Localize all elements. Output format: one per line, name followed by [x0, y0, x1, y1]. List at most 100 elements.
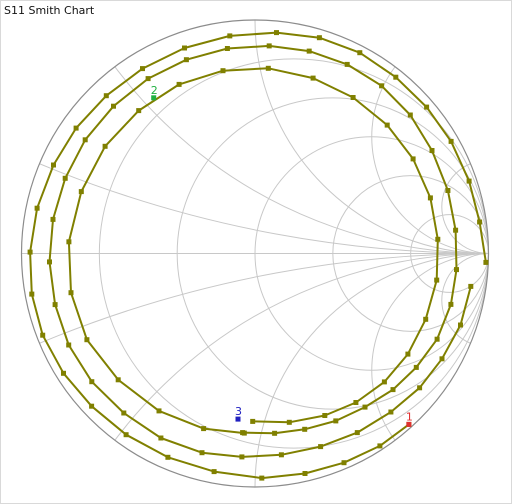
trace-point	[272, 430, 278, 436]
trace-point	[199, 450, 205, 456]
trace-point	[362, 404, 368, 410]
marker-2-point	[151, 95, 157, 101]
trace-point	[61, 370, 66, 376]
trace-point	[145, 76, 151, 82]
trace-point	[227, 33, 233, 39]
marker-3-point	[235, 416, 241, 422]
trace-point	[454, 267, 459, 273]
trace-point	[140, 66, 145, 72]
trace-point	[306, 48, 312, 54]
trace-point	[66, 239, 72, 245]
trace-point	[89, 403, 95, 409]
trace-point	[316, 35, 322, 41]
trace-point	[250, 418, 256, 424]
trace-point	[427, 195, 433, 201]
marker-2-label: 2	[151, 84, 158, 97]
marker-3-label: 3	[235, 405, 242, 418]
unit-circle	[20, 19, 490, 488]
trace-point	[176, 81, 182, 87]
trace-point	[265, 65, 271, 71]
trace-point	[82, 137, 88, 143]
trace-point	[318, 444, 324, 450]
trace-point	[274, 30, 279, 36]
trace-point	[51, 162, 56, 168]
reactance-arc	[254, 253, 489, 487]
trace-point	[423, 316, 429, 322]
trace-point	[354, 430, 360, 436]
resistance-circle	[176, 97, 489, 410]
trace-point	[62, 175, 68, 181]
trace-point	[379, 83, 385, 89]
trace-point	[115, 377, 121, 383]
trace-layer	[27, 30, 489, 481]
trace-point	[468, 283, 474, 289]
trace-point	[201, 426, 207, 432]
trace-point	[102, 143, 108, 149]
trace-point	[121, 410, 127, 416]
trace-point	[68, 290, 74, 296]
trace-point	[448, 301, 454, 307]
trace-point	[410, 156, 416, 162]
trace-point	[183, 57, 189, 63]
trace-point	[158, 435, 164, 441]
trace-point	[393, 74, 399, 80]
trace-point	[357, 50, 363, 56]
trace-point	[78, 189, 84, 195]
trace-point	[156, 408, 162, 414]
trace-point	[384, 122, 390, 128]
trace-point	[417, 385, 423, 391]
trace-point	[344, 61, 350, 67]
trace-point	[434, 336, 440, 342]
trace-point	[390, 387, 396, 393]
trace-point	[266, 43, 272, 49]
trace-point	[350, 95, 356, 100]
trace-point	[47, 259, 52, 265]
trace-point	[477, 219, 483, 225]
trace-point	[286, 419, 292, 425]
trace-point	[40, 332, 46, 338]
trace-point	[388, 409, 394, 415]
trace-point	[111, 103, 116, 109]
trace-point	[445, 188, 451, 193]
trace-point	[310, 75, 316, 81]
trace-point	[50, 216, 56, 222]
trace-point	[220, 68, 226, 74]
marker-layer: 1 2 3	[151, 84, 413, 427]
trace-point	[333, 418, 339, 424]
trace-point	[483, 259, 489, 265]
trace-point	[407, 112, 413, 118]
reactance-arc	[371, 20, 489, 254]
trace-point	[165, 454, 171, 460]
trace-point	[278, 452, 284, 458]
trace-point	[259, 475, 265, 481]
trace-point	[466, 178, 472, 184]
trace-point	[66, 342, 72, 348]
trace-point	[29, 291, 35, 297]
trace-point	[377, 443, 383, 449]
trace-point	[34, 205, 40, 211]
reactance-arc	[371, 253, 489, 487]
trace-point	[211, 469, 217, 475]
trace-point	[405, 351, 411, 357]
trace-point	[458, 322, 463, 328]
trace-line	[67, 67, 439, 435]
marker-1-point	[406, 421, 412, 427]
trace-point	[73, 125, 79, 131]
trace-point	[448, 138, 454, 144]
trace-point	[103, 93, 109, 99]
trace-point	[413, 364, 419, 370]
trace-point	[341, 460, 347, 466]
chart-title: S11 Smith Chart	[4, 4, 95, 17]
trace-point	[241, 430, 247, 436]
trace-point	[182, 45, 187, 51]
trace-point	[322, 413, 328, 418]
trace-point	[424, 104, 430, 110]
trace-point	[136, 108, 142, 114]
trace-point	[123, 432, 129, 438]
trace-point	[89, 379, 95, 385]
trace-point	[453, 227, 459, 233]
